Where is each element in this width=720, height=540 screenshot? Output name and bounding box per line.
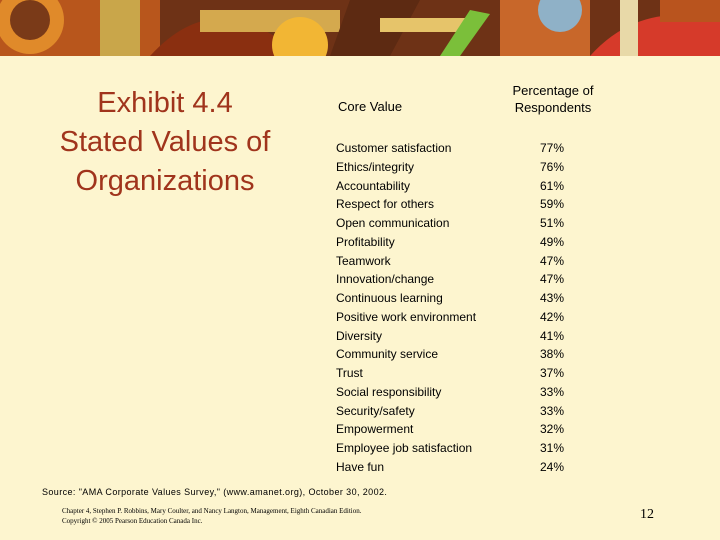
percentage: 38% [540,347,565,362]
percentage: 51% [540,216,565,230]
core-value: Diversity [336,328,383,343]
percentage: 59% [540,197,565,212]
percentage-header-line-2: Respondents [514,100,592,115]
core-value: Social responsibility [336,384,442,399]
banner-artwork [0,0,720,56]
core-value: Empowerment [336,422,414,437]
copyright-citation: Chapter 4, Stephen P. Robbins, Mary Coul… [62,506,362,526]
core-value: Have fun [336,459,385,474]
core-value: Teamwork [336,253,391,268]
core-value: Customer satisfaction [336,141,452,155]
core-value: Positive work environment [336,309,477,324]
percentage: 32% [540,422,565,437]
percentage: 47% [540,253,565,268]
core-value: Security/safety [336,403,415,418]
percentage: 49% [540,234,565,249]
core-value: Open communication [336,216,450,230]
percentage-header-line-1: Percentage of [512,83,594,98]
decorative-banner [0,0,720,56]
core-value: Community service [336,347,439,362]
percentage: 41% [540,328,565,343]
percentage: 24% [540,459,565,474]
core-value: Continuous learning [336,291,443,305]
slide-title: Exhibit 4.4 Stated Values of Organizatio… [28,84,302,201]
title-line-2: Stated Values of [59,126,271,158]
percentage: 47% [540,272,565,287]
core-value: Innovation/change [336,272,435,287]
core-value: Trust [336,366,363,380]
percentage: 31% [540,441,565,455]
core-value: Profitability [336,234,395,249]
title-line-1: Exhibit 4.4 [97,87,233,119]
core-value-header: Core Value [338,99,403,114]
citation-line-1: Chapter 4, Stephen P. Robbins, Mary Coul… [62,507,362,515]
citation-line-2: Copyright © 2005 Pearson Education Canad… [62,517,203,525]
core-value: Respect for others [336,197,435,212]
percentage: 61% [540,178,565,193]
source-note: Source: "AMA Corporate Values Survey," (… [42,487,388,497]
percentage-header: Percentage of Respondents [494,82,612,116]
percentage: 76% [540,159,565,174]
percentage: 42% [540,309,565,324]
title-line-3: Organizations [75,165,255,197]
page-number: 12 [640,507,654,522]
core-value: Ethics/integrity [336,159,415,174]
percentage: 77% [540,141,565,155]
core-value: Employee job satisfaction [336,441,473,455]
percentage: 33% [540,403,565,418]
percentage: 37% [540,366,565,380]
percentage: 33% [540,384,565,399]
percentage: 43% [540,291,565,305]
core-value: Accountability [336,178,411,193]
